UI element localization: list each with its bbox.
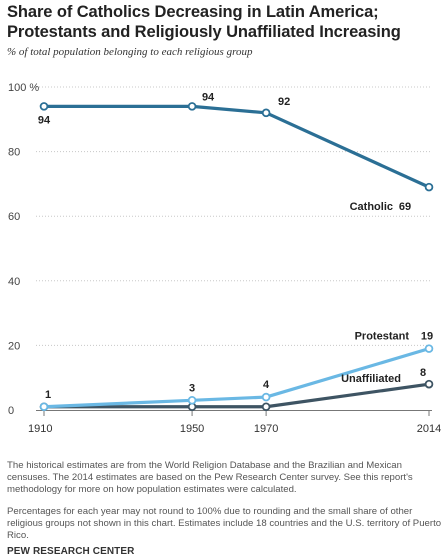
label-catholic-2014: 69 <box>399 201 411 213</box>
gridlines <box>36 86 432 411</box>
data-labels: 94 94 92 69 Catholic Protestant 19 1 3 4 Unaffilia… <box>38 91 433 400</box>
point-protestant-1950 <box>187 396 197 405</box>
y-tick-100: 100 % <box>8 82 39 94</box>
y-tick-40: 40 <box>8 276 20 288</box>
series-line-protestant <box>43 347 430 409</box>
series-line-catholic <box>44 104 430 189</box>
point-catholic-2014 <box>424 182 434 192</box>
point-unaffiliated-1970 <box>261 402 271 412</box>
x-tick-1910: 1910 <box>28 423 52 435</box>
label-unaffiliated-1950: 3 <box>189 382 195 394</box>
x-tick-2014: 2014 <box>417 423 441 435</box>
series-lines <box>39 102 434 412</box>
label-protestant-2014: 19 <box>421 331 433 343</box>
line-chart: 0 20 40 60 80 100 % 1910 1950 1970 2014 94 94 92 69… <box>8 82 441 435</box>
label-catholic-1950: 94 <box>202 91 215 103</box>
y-tick-20: 20 <box>8 340 20 352</box>
y-tick-0: 0 <box>8 405 14 417</box>
series-line-unaffiliated <box>44 382 430 409</box>
chart-title: Share of Catholics Decreasing in Latin A… <box>7 3 401 41</box>
footnote-rounding: Percentages for each year may not round … <box>7 506 442 541</box>
point-protestant-2014 <box>424 344 434 353</box>
source-credit: PEW RESEARCH CENTER <box>7 546 135 557</box>
label-unaffiliated-1910: 1 <box>45 389 51 401</box>
label-unaffiliated-1970: 4 <box>263 379 270 391</box>
y-tick-labels: 0 20 40 60 80 100 % <box>8 82 39 417</box>
point-catholic-1970 <box>261 108 271 118</box>
label-protestant-name: Protestant <box>355 331 410 343</box>
point-catholic-1950 <box>187 102 197 111</box>
x-tick-1970: 1970 <box>254 423 278 435</box>
footnote-sources: The historical estimates are from the Wo… <box>7 460 413 495</box>
y-tick-60: 60 <box>8 211 20 223</box>
y-tick-80: 80 <box>8 147 20 159</box>
point-protestant-1970 <box>261 392 271 402</box>
label-unaffiliated-name: Unaffiliated <box>341 373 401 385</box>
x-tick-1950: 1950 <box>180 423 204 435</box>
label-catholic-name: Catholic <box>350 201 393 213</box>
chart-subtitle: % of total population belonging to each … <box>7 46 253 58</box>
point-catholic-1910 <box>39 102 49 111</box>
label-unaffiliated-2014: 8 <box>420 367 426 379</box>
label-catholic-1910: 94 <box>38 114 51 126</box>
x-tick-labels: 1910 1950 1970 2014 <box>28 411 441 435</box>
label-catholic-1970: 92 <box>278 96 290 108</box>
point-protestant-1910 <box>39 402 49 412</box>
point-unaffiliated-2014 <box>424 379 434 389</box>
